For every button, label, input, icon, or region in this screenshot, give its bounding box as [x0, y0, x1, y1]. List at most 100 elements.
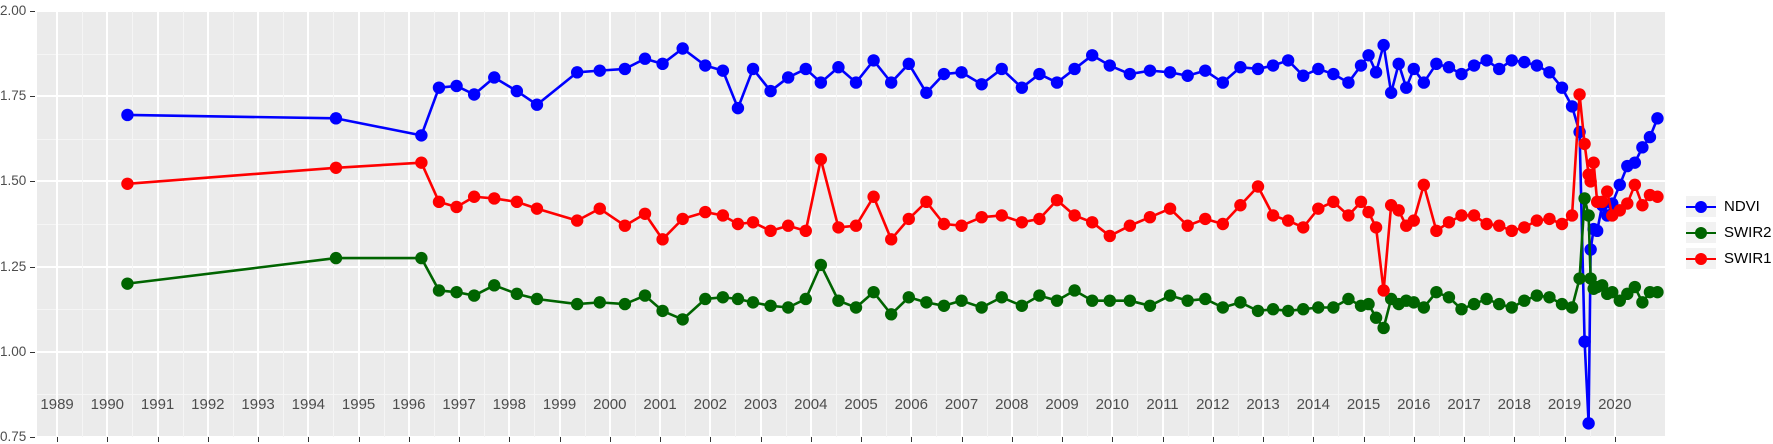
legend-key-icon: [1686, 222, 1716, 243]
x-axis-tick-mark: [911, 437, 913, 442]
data-point: [1312, 62, 1325, 76]
gridline-x-minor: [333, 11, 335, 437]
data-point: [1369, 66, 1383, 79]
data-point: [1050, 193, 1064, 207]
gridline-x-major: [156, 11, 159, 437]
data-point: [618, 297, 632, 311]
y-axis-tick-label: 0.75: [0, 429, 27, 444]
data-point: [814, 258, 828, 272]
gridline-y-major: [37, 436, 1665, 437]
gridline-x-major: [558, 11, 561, 437]
data-point: [415, 156, 428, 169]
data-point: [1492, 297, 1506, 311]
data-point: [1595, 195, 1609, 209]
data-point: [1181, 294, 1194, 307]
data-point: [1377, 38, 1390, 52]
data-point: [1327, 301, 1340, 314]
gridline-x-minor: [1237, 11, 1239, 437]
data-point: [1181, 69, 1194, 82]
gridline-x-major: [508, 11, 511, 437]
data-point: [1199, 64, 1212, 77]
x-axis-tick-label: 1991: [140, 396, 175, 413]
data-point: [1584, 272, 1597, 285]
data-point: [1377, 321, 1390, 335]
gridline-x-minor: [634, 11, 636, 437]
legend-item-swir1[interactable]: SWIR1: [1686, 248, 1772, 269]
legend-item-ndvi[interactable]: NDVI: [1686, 196, 1772, 217]
data-point: [849, 301, 863, 314]
x-axis-tick-mark: [760, 437, 762, 442]
data-point: [1651, 285, 1664, 299]
data-point: [510, 84, 524, 98]
data-point: [902, 57, 915, 71]
gridline-x-minor: [383, 11, 385, 437]
data-point: [975, 78, 988, 91]
data-point: [1442, 216, 1456, 229]
data-point: [488, 192, 501, 205]
legend-key-icon: [1686, 248, 1716, 269]
gridline-x-major: [1161, 11, 1164, 437]
data-point: [593, 64, 606, 77]
data-point: [1216, 217, 1230, 231]
data-point: [832, 61, 845, 74]
data-point: [1628, 178, 1642, 192]
data-point: [1621, 197, 1634, 210]
data-point: [1384, 86, 1398, 99]
gridline-x-major: [407, 11, 410, 437]
data-point: [467, 289, 481, 302]
y-axis-tick-mark: [30, 181, 35, 183]
x-axis-tick-label: 2000: [593, 396, 627, 413]
data-point: [1565, 209, 1579, 222]
y-axis-tick-mark: [30, 437, 35, 438]
gridline-x-minor: [986, 11, 988, 437]
x-axis-tick-label: 1993: [241, 396, 275, 413]
x-axis-tick-mark: [1212, 437, 1214, 442]
data-point: [1199, 212, 1212, 226]
x-axis-tick-label: 1990: [90, 396, 125, 413]
gridline-y-minor: [37, 394, 1665, 396]
data-point: [1103, 229, 1116, 243]
gridline-x-major: [1061, 11, 1064, 437]
data-point: [1163, 66, 1177, 79]
data-point: [781, 219, 795, 232]
data-point: [716, 64, 730, 77]
data-point: [1312, 301, 1325, 314]
data-point: [1143, 64, 1157, 77]
data-point: [1417, 76, 1431, 89]
x-axis-tick-mark: [1564, 437, 1566, 442]
data-point: [570, 66, 584, 79]
x-axis-tick-mark: [559, 437, 561, 442]
gridline-x-major: [1312, 11, 1315, 437]
data-point: [799, 292, 812, 306]
x-axis-tick-label: 2018: [1497, 396, 1531, 413]
data-point: [1578, 192, 1591, 205]
x-axis-tick-mark: [1614, 437, 1616, 442]
data-point: [530, 98, 544, 111]
data-point: [121, 277, 134, 290]
data-point: [1480, 217, 1493, 231]
x-axis-tick-label: 2008: [995, 396, 1029, 413]
data-point: [731, 292, 745, 306]
gridline-y-major: [37, 95, 1665, 98]
data-point: [1392, 57, 1405, 71]
x-axis-tick-mark: [207, 437, 209, 442]
data-point: [638, 289, 652, 302]
data-point: [121, 177, 134, 190]
legend-key-dot-icon: [1695, 201, 1707, 213]
data-point: [1400, 81, 1413, 94]
gridline-y-minor: [37, 53, 1665, 55]
x-axis-tick-mark: [258, 437, 260, 442]
data-point: [1050, 76, 1064, 89]
x-axis-tick-label: 2009: [1045, 396, 1079, 413]
data-point: [1651, 112, 1664, 125]
data-point: [1297, 69, 1310, 82]
data-point: [1543, 291, 1556, 304]
legend-item-swir2[interactable]: SWIR2: [1686, 222, 1772, 243]
data-point: [1573, 88, 1586, 101]
gridline-x-major: [809, 11, 812, 437]
data-point: [814, 153, 828, 166]
legend-key-icon: [1686, 196, 1716, 217]
data-point: [593, 202, 606, 215]
gridline-x-minor: [82, 11, 84, 437]
data-point: [618, 62, 632, 76]
